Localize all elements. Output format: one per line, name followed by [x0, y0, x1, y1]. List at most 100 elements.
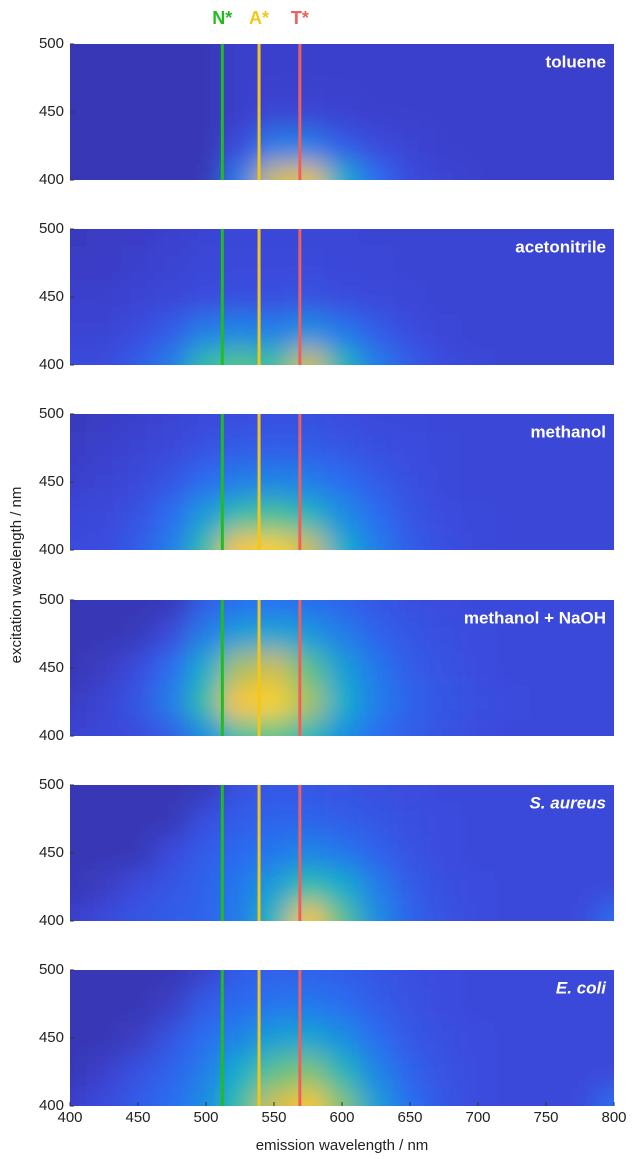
heat-cell	[291, 431, 326, 466]
heat-cell	[427, 533, 462, 550]
heat-cell	[189, 129, 224, 164]
heat-cell	[291, 246, 326, 281]
heat-cell	[529, 431, 564, 466]
heat-cell	[121, 904, 156, 921]
heat-cell	[121, 431, 156, 466]
heat-cell	[257, 802, 292, 837]
heat-cell	[597, 280, 614, 315]
heat-cell	[563, 499, 598, 534]
heat-cell	[291, 95, 326, 130]
heat-cell	[597, 719, 614, 736]
heat-cell	[393, 465, 428, 500]
heat-cell	[461, 904, 496, 921]
heat-cell	[461, 499, 496, 534]
heat-cell	[529, 163, 564, 180]
heat-cell	[70, 414, 88, 432]
heat-cell	[495, 1021, 530, 1056]
heat-cell	[529, 1089, 564, 1106]
heat-cell	[325, 499, 360, 534]
heat-cell	[87, 904, 122, 921]
heat-cell	[70, 802, 88, 837]
heat-cell	[257, 870, 292, 905]
heat-cell	[461, 129, 496, 164]
heat-cell	[597, 61, 614, 96]
heat-cell	[291, 61, 326, 96]
heat-cell	[257, 314, 292, 349]
heat-cell	[597, 1021, 614, 1056]
heat-cell	[461, 970, 496, 988]
heat-cell	[393, 61, 428, 96]
heat-cell	[155, 163, 190, 180]
heat-cell	[563, 1055, 598, 1090]
heat-cell	[189, 904, 224, 921]
x-tick-label: 750	[533, 1109, 558, 1126]
heat-cell	[427, 95, 462, 130]
heat-cell	[155, 229, 190, 247]
heat-cell	[257, 617, 292, 652]
heat-cell	[393, 1089, 428, 1106]
heat-cell	[495, 600, 530, 618]
heat-cell	[393, 785, 428, 803]
heat-cell	[461, 465, 496, 500]
heat-cell	[223, 617, 258, 652]
heat-cell	[529, 499, 564, 534]
heat-cell	[359, 246, 394, 281]
heat-cell	[563, 904, 598, 921]
heat-cell	[70, 348, 88, 365]
heat-cell	[359, 414, 394, 432]
heat-cell	[121, 499, 156, 534]
heat-cell	[257, 533, 292, 550]
heat-cell	[461, 870, 496, 905]
heat-cell	[359, 904, 394, 921]
panel	[70, 600, 614, 736]
y-tick-label: 400	[39, 356, 64, 373]
heat-cell	[597, 836, 614, 871]
heat-cell	[427, 44, 462, 62]
heat-cell	[87, 95, 122, 130]
heat-cell	[87, 246, 122, 281]
heat-cell	[495, 499, 530, 534]
heat-cell	[597, 802, 614, 837]
heat-cell	[563, 651, 598, 686]
heat-cell	[495, 651, 530, 686]
heat-cell	[70, 651, 88, 686]
heat-cell	[70, 246, 88, 281]
heat-cell	[155, 61, 190, 96]
heat-cell	[461, 61, 496, 96]
heat-cell	[189, 246, 224, 281]
heat-cell	[393, 651, 428, 686]
heat-cell	[597, 314, 614, 349]
heat-cell	[121, 533, 156, 550]
y-tick-label: 500	[39, 405, 64, 422]
heat-cell	[325, 987, 360, 1022]
heat-cell	[189, 465, 224, 500]
heat-cell	[597, 229, 614, 247]
heat-cell	[121, 651, 156, 686]
heat-cell	[427, 280, 462, 315]
heat-cell	[223, 802, 258, 837]
heat-cell	[427, 246, 462, 281]
heat-cell	[87, 600, 122, 618]
heat-cell	[121, 229, 156, 247]
heat-cell	[70, 499, 88, 534]
heat-cell	[121, 987, 156, 1022]
heat-cell	[70, 987, 88, 1022]
heat-cell	[121, 600, 156, 618]
heat-cell	[529, 348, 564, 365]
heat-cell	[70, 163, 88, 180]
heat-cell	[495, 348, 530, 365]
heat-cell	[223, 685, 258, 720]
heat-cell	[155, 987, 190, 1022]
heat-cell	[189, 651, 224, 686]
heat-cell	[393, 719, 428, 736]
heat-cell	[597, 348, 614, 365]
heat-cell	[121, 246, 156, 281]
heat-cell	[325, 904, 360, 921]
heat-cell	[393, 314, 428, 349]
heat-cell	[495, 836, 530, 871]
y-tick-label: 400	[39, 1097, 64, 1114]
heat-cell	[495, 280, 530, 315]
heat-cell	[223, 129, 258, 164]
panel-title: methanol + NaOH	[464, 608, 606, 627]
heat-cell	[427, 348, 462, 365]
